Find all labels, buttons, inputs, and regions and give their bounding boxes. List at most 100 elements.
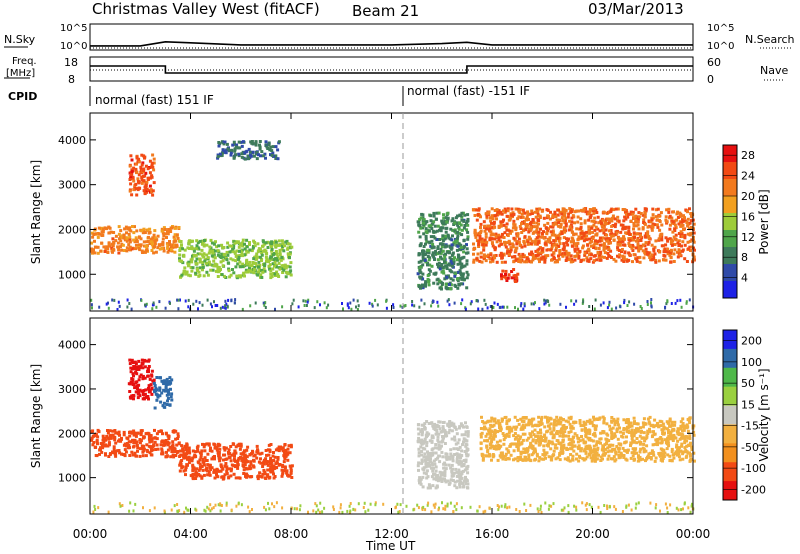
- power-echo-cell: [114, 239, 118, 243]
- power-ground-cell: [179, 298, 181, 302]
- power-echo-cell: [563, 214, 567, 218]
- velocity-echo-cell: [588, 453, 592, 457]
- velocity-echo-cell: [613, 447, 617, 451]
- power-echo-cell: [677, 239, 681, 243]
- power-echo-cell: [431, 251, 435, 255]
- power-echo-cell: [459, 243, 463, 247]
- velocity-echo-cell: [243, 463, 247, 467]
- power-echo-cell: [424, 234, 428, 238]
- velocity-echo-cell: [667, 431, 670, 435]
- power-echo-cell: [543, 260, 547, 264]
- power-echo-cell: [636, 245, 640, 248]
- velocity-echo-cell: [141, 362, 144, 366]
- velocity-echo-cell: [234, 459, 238, 463]
- velocity-echo-cell: [593, 456, 597, 460]
- power-echo-cell: [583, 253, 587, 257]
- velocity-echo-cell: [238, 476, 242, 480]
- power-echo-cell: [639, 244, 643, 248]
- power-echo-cell: [142, 227, 146, 231]
- power-echo-cell: [438, 228, 441, 232]
- power-ground-cell: [224, 306, 227, 310]
- velocity-echo-cell: [632, 458, 636, 462]
- power-echo-cell: [564, 259, 568, 262]
- velocity-echo-cell: [215, 446, 219, 450]
- velocity-echo-cell: [516, 418, 520, 422]
- velocity-echo-cell: [131, 383, 135, 387]
- power-echo-cell: [605, 233, 609, 237]
- velocity-echo-cell: [143, 396, 147, 400]
- power-echo-cell: [662, 258, 666, 262]
- velocity-echo-cell: [166, 448, 170, 452]
- velocity-echo-cell: [264, 477, 268, 480]
- power-echo-cell: [171, 243, 175, 247]
- velocity-echo-cell: [653, 442, 657, 446]
- power-colorbar-cell: [723, 213, 737, 231]
- power-echo-cell: [417, 284, 421, 288]
- power-echo-cell: [96, 245, 100, 249]
- power-echo-cell: [202, 244, 206, 248]
- velocity-echo-cell: [686, 451, 690, 455]
- power-echo-cell: [456, 230, 460, 234]
- velocity-echo-cell: [553, 446, 557, 450]
- power-echo-cell: [624, 225, 628, 229]
- power-echo-cell: [543, 258, 547, 262]
- power-echo-cell: [435, 211, 439, 215]
- power-echo-cell: [569, 227, 573, 231]
- power-echo-cell: [561, 252, 565, 256]
- power-echo-cell: [522, 241, 526, 245]
- velocity-echo-cell: [670, 423, 674, 427]
- velocity-echo-cell: [159, 443, 163, 447]
- velocity-echo-cell: [130, 450, 134, 454]
- velocity-echo-cell: [269, 458, 273, 462]
- power-echo-cell: [216, 270, 220, 274]
- power-echo-cell: [423, 258, 427, 262]
- power-ground-cell: [606, 306, 609, 310]
- power-echo-cell: [458, 231, 462, 235]
- power-echo-cell: [208, 263, 212, 267]
- velocity-echo-cell: [693, 459, 696, 463]
- power-echo-cell: [282, 268, 286, 272]
- power-echo-cell: [140, 163, 144, 167]
- power-echo-cell: [417, 223, 421, 227]
- power-echo-cell: [205, 263, 209, 267]
- power-echo-cell: [269, 272, 273, 276]
- power-echo-cell: [263, 262, 267, 266]
- power-colorbar-tick-label: 28: [741, 149, 755, 162]
- power-echo-cell: [278, 243, 282, 247]
- velocity-echo-cell: [666, 429, 670, 432]
- velocity-echo-cell: [521, 416, 525, 420]
- velocity-echo-cell: [163, 381, 166, 385]
- power-echo-cell: [463, 264, 467, 268]
- velocity-echo-cell: [488, 436, 492, 440]
- power-ground-cell: [302, 299, 305, 303]
- power-echo-cell: [616, 215, 620, 219]
- power-echo-cell: [507, 273, 511, 277]
- power-echo-cell: [541, 255, 545, 259]
- velocity-echo-cell: [491, 455, 495, 459]
- power-echo-cell: [231, 258, 235, 262]
- power-echo-cell: [583, 236, 587, 240]
- power-echo-cell: [546, 208, 550, 212]
- velocity-echo-cell: [137, 359, 141, 363]
- power-echo-cell: [170, 226, 174, 230]
- power-echo-cell: [216, 155, 220, 159]
- power-echo-cell: [483, 229, 487, 233]
- power-echo-cell: [236, 241, 239, 244]
- power-echo-cell: [234, 153, 238, 157]
- power-echo-cell: [522, 228, 526, 232]
- power-echo-cell: [648, 256, 652, 259]
- power-echo-cell: [616, 207, 620, 211]
- velocity-echo-cell: [268, 450, 272, 453]
- velocity-echo-cell: [278, 463, 282, 466]
- velocity-echo-cell: [681, 452, 685, 456]
- power-echo-cell: [223, 140, 227, 144]
- velocity-echo-cell: [220, 475, 224, 479]
- power-echo-cell: [526, 238, 529, 242]
- power-echo-cell: [651, 213, 655, 217]
- velocity-echo-cell: [610, 449, 614, 453]
- power-echo-cell: [480, 260, 484, 264]
- velocity-echo-cell: [184, 465, 188, 469]
- velocity-echo-cell: [661, 430, 665, 433]
- velocity-echo-cell: [683, 439, 687, 442]
